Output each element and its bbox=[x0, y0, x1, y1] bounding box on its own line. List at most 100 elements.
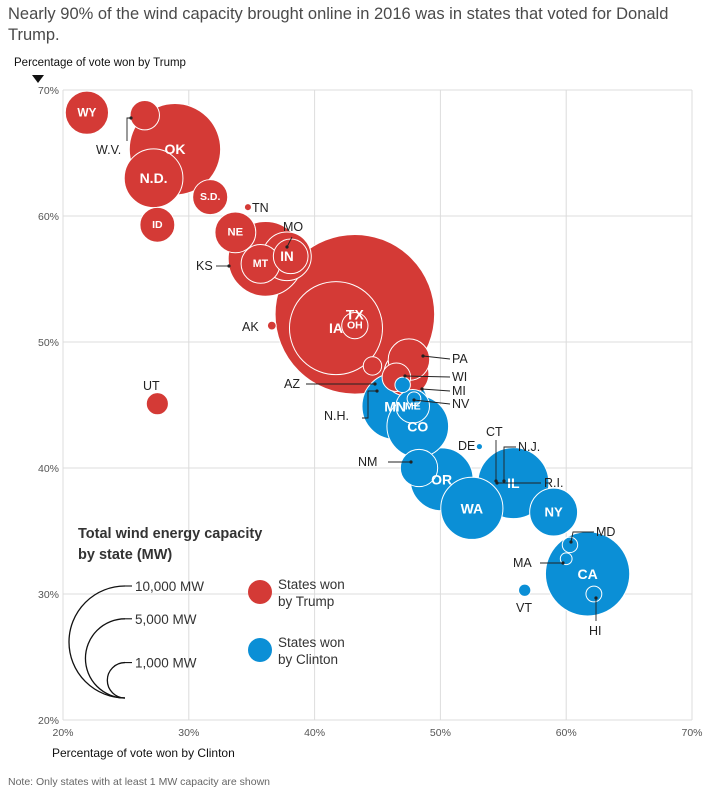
bubble-vt bbox=[518, 583, 532, 597]
bubble-label-ak: AK bbox=[242, 320, 259, 334]
bubble-hi bbox=[585, 585, 603, 603]
legend-swatch-trump bbox=[248, 580, 272, 604]
legend-size-arc-1000 bbox=[106, 661, 126, 699]
bubble-ut bbox=[145, 392, 169, 416]
bubble-label-wi: WI bbox=[452, 370, 467, 384]
bubble-nj bbox=[500, 452, 506, 458]
leader-line-mi bbox=[421, 388, 451, 392]
bubble-label-md: MD bbox=[596, 525, 615, 539]
bubble-oh bbox=[341, 311, 369, 340]
x-axis-label: Percentage of vote won by Clinton bbox=[52, 746, 235, 760]
leader-dot-nh bbox=[375, 389, 379, 393]
legend-color-label-line1: States won bbox=[278, 577, 345, 592]
bubble-label-wa: WA bbox=[461, 500, 484, 516]
x-tick-label: 20% bbox=[52, 727, 73, 739]
leader-dot-ks bbox=[227, 264, 231, 268]
bubble-label-de: DE bbox=[458, 439, 475, 453]
leader-dot-nj bbox=[502, 479, 506, 483]
bubble-label-ri: R.I. bbox=[544, 476, 563, 490]
bubble-label-ks: KS bbox=[196, 259, 213, 273]
y-tick-label: 40% bbox=[38, 463, 59, 475]
y-tick-label: 50% bbox=[38, 337, 59, 349]
legend: Total wind energy capacity by state (MW)… bbox=[68, 526, 345, 699]
axis-ticks: 20%20% 30% 30% 40% 40% 50% 50% 60% 60% 70% 70% bbox=[38, 85, 703, 739]
legend-color-label-line2: by Clinton bbox=[278, 652, 338, 667]
bubble-label-nh: N.H. bbox=[324, 409, 349, 423]
leader-dot-wi bbox=[403, 374, 407, 378]
bubble-id bbox=[139, 206, 176, 243]
legend-size-label: 1,000 MW bbox=[135, 656, 197, 671]
bubble-label-me: ME bbox=[405, 400, 421, 412]
bubble-wy bbox=[64, 90, 110, 135]
legend-size-arc-5000 bbox=[84, 618, 126, 699]
bubble-label-co: CO bbox=[407, 418, 428, 434]
x-tick-label: 60% bbox=[556, 727, 577, 739]
bubble-label-ca: CA bbox=[577, 566, 597, 582]
y-axis-label: Percentage of vote won by Trump bbox=[14, 57, 186, 69]
bubbles bbox=[64, 90, 631, 617]
legend-size-scale: 10,000 MW 5,000 MW 1,000 MW bbox=[68, 579, 204, 699]
leader-dot-ma bbox=[561, 561, 565, 565]
bubble-label-ok: OK bbox=[164, 141, 185, 157]
chart-title: Nearly 90% of the wind capacity brought … bbox=[8, 5, 669, 44]
bubble-labels: TXOKIAKSMNCAILORWACON.D.INNYPAMTWYNES.D.… bbox=[77, 106, 615, 638]
bubble-label-ct: CT bbox=[486, 425, 503, 439]
y-axis-arrow-icon bbox=[32, 75, 44, 83]
legend-size-arc-10000 bbox=[68, 585, 126, 699]
bubble-label-nv: NV bbox=[452, 397, 470, 411]
bubble-md bbox=[561, 536, 579, 554]
leader-dot-nv bbox=[412, 398, 416, 402]
x-tick-label: 50% bbox=[430, 727, 451, 739]
leader-line-nh bbox=[362, 390, 377, 419]
bubble-wa bbox=[440, 476, 504, 540]
bubble-ny bbox=[529, 487, 579, 537]
bubble-az bbox=[362, 356, 383, 376]
bubble-ne bbox=[214, 211, 257, 254]
leader-line-mo bbox=[286, 236, 293, 248]
y-tick-label: 30% bbox=[38, 589, 59, 601]
bubble-label-nj: N.J. bbox=[518, 440, 540, 454]
leader-dot-nm bbox=[409, 460, 413, 464]
bubble-label-vt: VT bbox=[516, 601, 532, 615]
bubble-label-tx: TX bbox=[346, 306, 365, 322]
bubble-tn bbox=[244, 204, 251, 211]
bubble-label-id: ID bbox=[152, 219, 163, 231]
leader-dot-mo bbox=[285, 245, 289, 249]
bubble-wv bbox=[129, 99, 160, 131]
bubble-label-oh: OH bbox=[347, 320, 363, 332]
bubble-label-hi: HI bbox=[589, 624, 602, 638]
bubble-ia bbox=[288, 281, 384, 376]
leader-dot-hi bbox=[594, 596, 598, 600]
bubble-label-tn: TN bbox=[252, 201, 269, 215]
x-tick-label: 30% bbox=[178, 727, 199, 739]
bubble-label-or: OR bbox=[431, 471, 452, 487]
bubble-de bbox=[476, 443, 482, 450]
leader-dot-pa bbox=[421, 354, 425, 358]
footnote: Note: Only states with at least 1 MW cap… bbox=[8, 776, 271, 788]
legend-color-label-line1: States won bbox=[278, 635, 345, 650]
leader-line-md bbox=[570, 531, 594, 543]
bubble-label-az: AZ bbox=[284, 377, 300, 391]
legend-swatch-clinton bbox=[248, 638, 272, 662]
bubble-nh bbox=[394, 376, 411, 394]
bubble-label-nm: NM bbox=[358, 455, 377, 469]
bubble-label-pa: PA bbox=[452, 352, 468, 366]
leader-line-wi bbox=[404, 375, 451, 378]
bubble-ak bbox=[266, 320, 277, 331]
bubble-label-mn: MN bbox=[384, 398, 406, 414]
legend-size-label: 5,000 MW bbox=[135, 612, 197, 627]
bubble-label-in: IN bbox=[280, 249, 293, 264]
bubble-ct bbox=[495, 454, 501, 460]
leader-line-nj bbox=[503, 446, 516, 481]
x-tick-label: 70% bbox=[681, 727, 702, 739]
leader-line-pa bbox=[422, 355, 451, 360]
bubble-label-ne: NE bbox=[228, 226, 244, 238]
legend-color-label-line2: by Trump bbox=[278, 594, 334, 609]
leader-dot-az bbox=[373, 382, 377, 386]
bubble-label-wv: W.V. bbox=[96, 143, 121, 157]
y-tick-label: 70% bbox=[38, 85, 59, 97]
leader-dot-mi bbox=[420, 387, 424, 391]
bubble-label-ia: IA bbox=[329, 320, 343, 336]
legend-title-line2: by state (MW) bbox=[78, 547, 172, 563]
